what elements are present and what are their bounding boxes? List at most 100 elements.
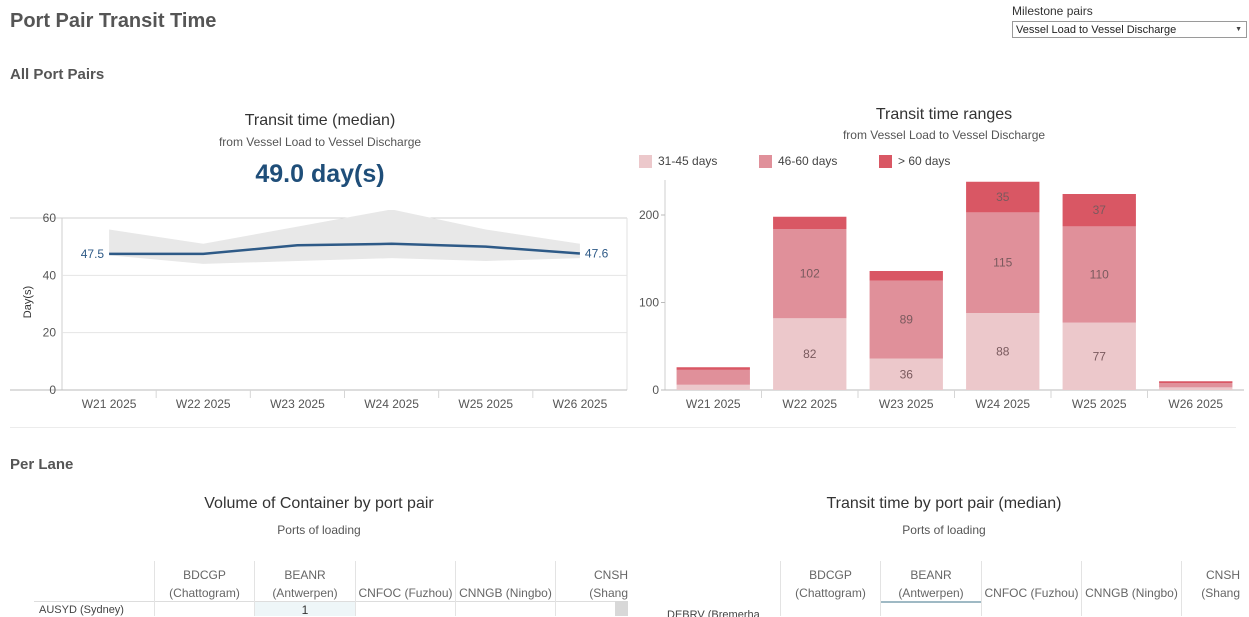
x-tick-label: W22 2025 [176, 397, 231, 411]
table-rule [1081, 561, 1082, 616]
median-transit-line-chart: 0 20 40 60 W21 2025 W22 2025 W23 2025 W24 2025… [10, 210, 628, 411]
column-name: (Antwerpen) [898, 586, 964, 600]
x-tick-label: W22 2025 [782, 397, 837, 411]
y-tick-label: 200 [639, 208, 659, 222]
table-rule [355, 561, 356, 616]
column-header-cnfoc[interactable]: CNFOC (Fuzhou) [984, 586, 1079, 600]
legend-swatch [639, 154, 652, 168]
column-header-bdcgp[interactable]: BDCGP (Chattogram) [155, 566, 254, 602]
volume-table: BDCGP (Chattogram) BEANR (Antwerpen) CNF… [34, 561, 628, 617]
bar-data-label: 82 [803, 347, 817, 361]
legend-item-31-45[interactable]: 31-45 days [639, 154, 717, 168]
table-scrollbar[interactable] [615, 601, 628, 616]
x-tick-label: W21 2025 [686, 397, 741, 411]
bar-segment [966, 313, 1040, 390]
transit-time-range-band [109, 210, 580, 264]
table-rule [780, 561, 781, 616]
column-header-cnngb[interactable]: CNNGB (Ningbo) [459, 586, 552, 600]
milestone-pairs-label: Milestone pairs [1012, 4, 1093, 18]
column-code: BEANR [284, 568, 326, 582]
column-code: BDCGP [809, 568, 852, 582]
bar-segment [676, 367, 750, 370]
x-tick-label: W26 2025 [553, 397, 608, 411]
ranges-subtitle: from Vessel Load to Vessel Discharge [842, 128, 1046, 142]
column-header-bdcgp[interactable]: BDCGP (Chattogram) [781, 566, 880, 602]
legend-item-over-60[interactable]: > 60 days [879, 154, 950, 168]
row-label-debrv[interactable]: DEBRV (Bremerha [667, 609, 760, 617]
y-tick-label: 20 [43, 326, 57, 340]
legend-swatch [759, 154, 772, 168]
column-code: CNSH [593, 568, 628, 582]
x-tick-label: W21 2025 [82, 397, 137, 411]
bar-segment [966, 212, 1040, 313]
bar-segment [1159, 381, 1233, 383]
median-transit-line [109, 242, 581, 256]
column-header-beanr[interactable]: BEANR (Antwerpen) [255, 566, 355, 602]
bar-segment [869, 271, 943, 281]
column-name: (Antwerpen) [272, 586, 338, 600]
column-header-cnsh[interactable]: CNSH (Shang [1182, 566, 1240, 602]
bar-segment [869, 358, 943, 390]
selected-column-marker [881, 601, 981, 603]
y-tick-label: 100 [639, 296, 659, 310]
legend-item-46-60[interactable]: 46-60 days [759, 154, 837, 168]
table-rule [455, 561, 456, 616]
bar-segment [869, 280, 943, 359]
transit-table-title: Transit time by port pair (median) [826, 495, 1062, 512]
bar-data-label: 77 [1093, 349, 1107, 363]
column-header-beanr[interactable]: BEANR (Antwerpen) [881, 566, 981, 602]
bar-segment [773, 216, 847, 229]
table-rule [880, 561, 881, 616]
milestone-pairs-dropdown[interactable]: Vessel Load to Vessel Discharge ▼ [1012, 21, 1247, 38]
column-header-cnsh[interactable]: CNSH (Shang [556, 566, 628, 602]
bar-segment [773, 229, 847, 319]
y-tick-label: 40 [43, 268, 57, 282]
y-tick-label: 0 [49, 383, 56, 397]
bar-data-label: 110 [1090, 268, 1109, 282]
bar-data-label: 35 [996, 190, 1010, 204]
kpi-title: Transit time (median) [244, 112, 396, 129]
table-cell-highlight [255, 602, 355, 616]
y-axis-label: Day(s) [22, 286, 34, 318]
bar-segment [1062, 322, 1136, 390]
bar-segment [676, 384, 750, 390]
point-data-label: 47.5 [81, 247, 105, 261]
bar-data-label: 115 [993, 256, 1012, 270]
volume-table-subtitle: Ports of loading [277, 523, 361, 537]
y-tick-label: 60 [43, 211, 57, 225]
legend-label: > 60 days [898, 154, 951, 168]
y-tick-label: 0 [652, 383, 659, 397]
bar-segment [773, 318, 847, 390]
page-title: Port Pair Transit Time [10, 10, 217, 32]
bar-segment [1159, 383, 1233, 388]
x-tick-label: W25 2025 [458, 397, 513, 411]
bar-data-label: 88 [996, 345, 1010, 359]
bar-data-label: 36 [900, 367, 914, 381]
column-name: (Chattogram) [795, 586, 866, 600]
x-tick-label: W24 2025 [364, 397, 419, 411]
kpi-value: 49.0 day(s) [255, 160, 385, 188]
x-tick-label: W24 2025 [975, 397, 1030, 411]
volume-table-title: Volume of Container by port pair [204, 495, 434, 512]
bar-data-label: 102 [800, 267, 820, 281]
x-tick-label: W23 2025 [879, 397, 934, 411]
ranges-title: Transit time ranges [875, 106, 1013, 123]
table-cell-value[interactable]: 1 [301, 603, 309, 617]
legend-label: 46-60 days [778, 154, 838, 168]
column-code: BEANR [910, 568, 952, 582]
table-rule [1181, 561, 1182, 616]
column-name: (Shang [589, 586, 628, 600]
x-tick-label: W25 2025 [1072, 397, 1127, 411]
transit-ranges-bar-chart: 0 100 200 82 102 36 89 88 115 35 77 110 37 W21 2025… [639, 180, 1244, 411]
x-tick-label: W26 2025 [1168, 397, 1223, 411]
bar-segment [1159, 387, 1233, 390]
row-label-ausyd[interactable]: AUSYD (Sydney) [39, 604, 124, 616]
column-header-cnfoc[interactable]: CNFOC (Fuzhou) [358, 586, 453, 600]
point-data-label: 47.6 [585, 247, 609, 261]
section-divider [10, 427, 1236, 428]
dropdown-arrow-icon: ▼ [1235, 26, 1242, 33]
column-header-cnngb[interactable]: CNNGB (Ningbo) [1085, 586, 1178, 600]
bar-data-label: 89 [900, 313, 914, 327]
x-tick-label: W23 2025 [270, 397, 325, 411]
section-title-per-lane: Per Lane [10, 456, 74, 473]
